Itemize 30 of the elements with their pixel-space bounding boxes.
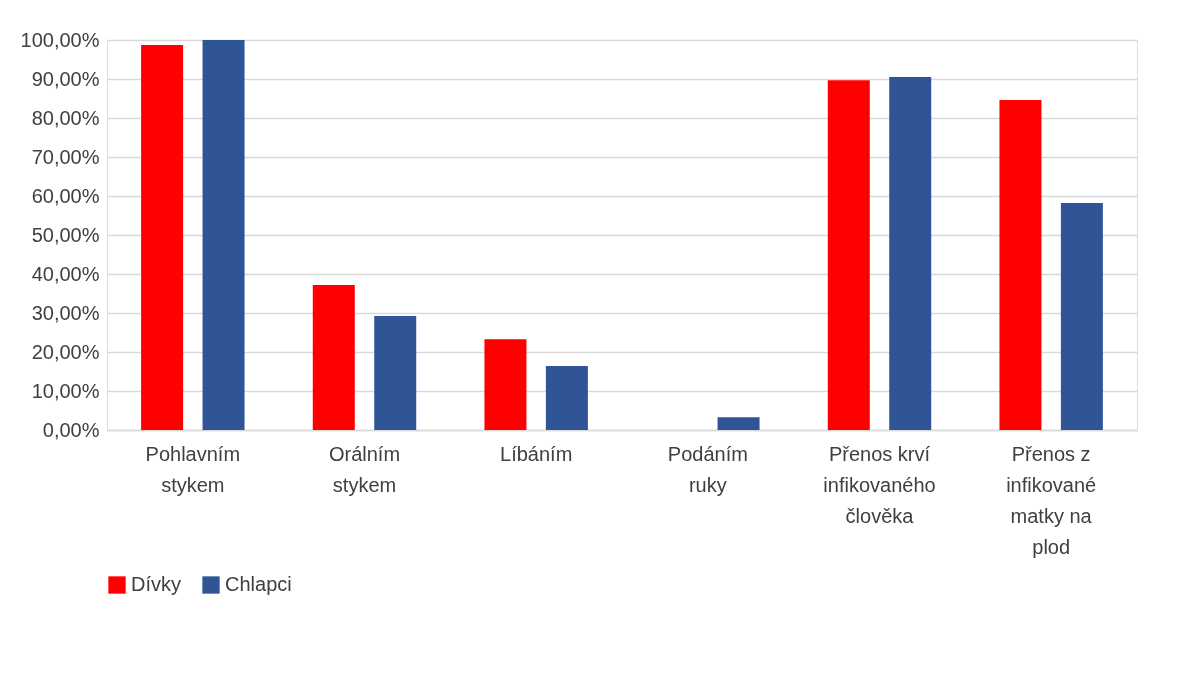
bar xyxy=(484,339,527,430)
x-tick-label: Přenos z infikované matky na plod xyxy=(1006,442,1097,558)
y-tick-label: 10,00% xyxy=(31,379,100,402)
bar xyxy=(889,77,932,430)
x-tick-label: Přenos krví infikovaného člověka xyxy=(823,442,936,527)
x-tick-label: Podáním ruky xyxy=(667,442,748,496)
x-tick-label: Pohlavním stykem xyxy=(145,442,241,496)
bar xyxy=(545,366,588,430)
y-tick-label: 50,00% xyxy=(31,223,100,246)
bar xyxy=(141,45,184,430)
y-tick-label: 100,00% xyxy=(20,28,100,51)
bar xyxy=(374,316,417,430)
x-tick-label: Orálním stykem xyxy=(328,442,401,496)
y-tick-label: 90,00% xyxy=(31,67,100,90)
y-tick-label: 20,00% xyxy=(31,340,100,363)
bar xyxy=(202,40,245,430)
y-tick-label: 70,00% xyxy=(31,145,100,168)
x-tick-label: Líbáním xyxy=(500,442,573,465)
y-tick-label: 80,00% xyxy=(31,106,100,129)
bar xyxy=(1060,203,1103,430)
y-tick-label: 40,00% xyxy=(31,262,100,285)
y-tick-label: 60,00% xyxy=(31,184,100,207)
bar xyxy=(717,417,760,430)
bar xyxy=(312,284,355,430)
legend-label: Dívky xyxy=(131,573,181,595)
bar xyxy=(827,80,870,430)
y-tick-label: 30,00% xyxy=(31,301,100,324)
y-tick-label: 0,00% xyxy=(42,418,100,441)
legend-label: Chlapci xyxy=(225,573,292,595)
bar xyxy=(999,100,1042,430)
